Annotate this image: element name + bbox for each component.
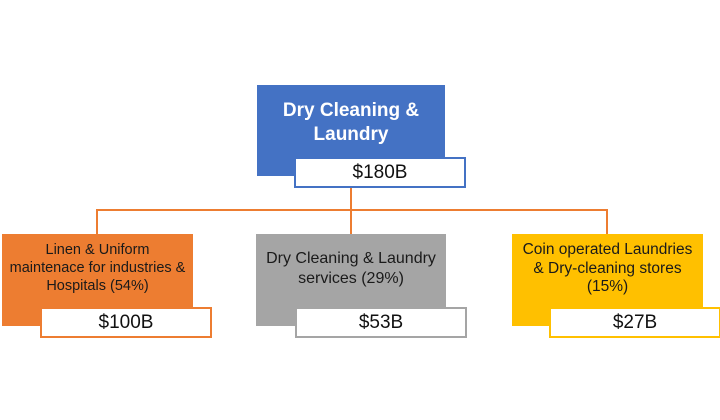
child-node-value: $53B bbox=[295, 307, 467, 338]
child-node-value: $100B bbox=[40, 307, 212, 338]
child-node-linen-uniform: Linen & Uniform maintenace for industrie… bbox=[2, 234, 193, 326]
connector-root-stem bbox=[350, 188, 352, 210]
connector-child-3 bbox=[606, 209, 608, 234]
child-node-label: Coin operated Laundries & Dry-cleaning s… bbox=[522, 240, 693, 296]
child-node-label: Linen & Uniform maintenace for industrie… bbox=[9, 242, 186, 294]
connector-horizontal-bar bbox=[96, 209, 608, 211]
connector-child-1 bbox=[96, 209, 98, 234]
child-node-label: Dry Cleaning & Laundry services (29%) bbox=[266, 250, 436, 287]
connector-child-2 bbox=[350, 209, 352, 234]
child-node-value: $27B bbox=[549, 307, 720, 338]
root-node-label: Dry Cleaning & Laundry bbox=[282, 100, 420, 145]
root-node-value: $180B bbox=[294, 157, 466, 188]
